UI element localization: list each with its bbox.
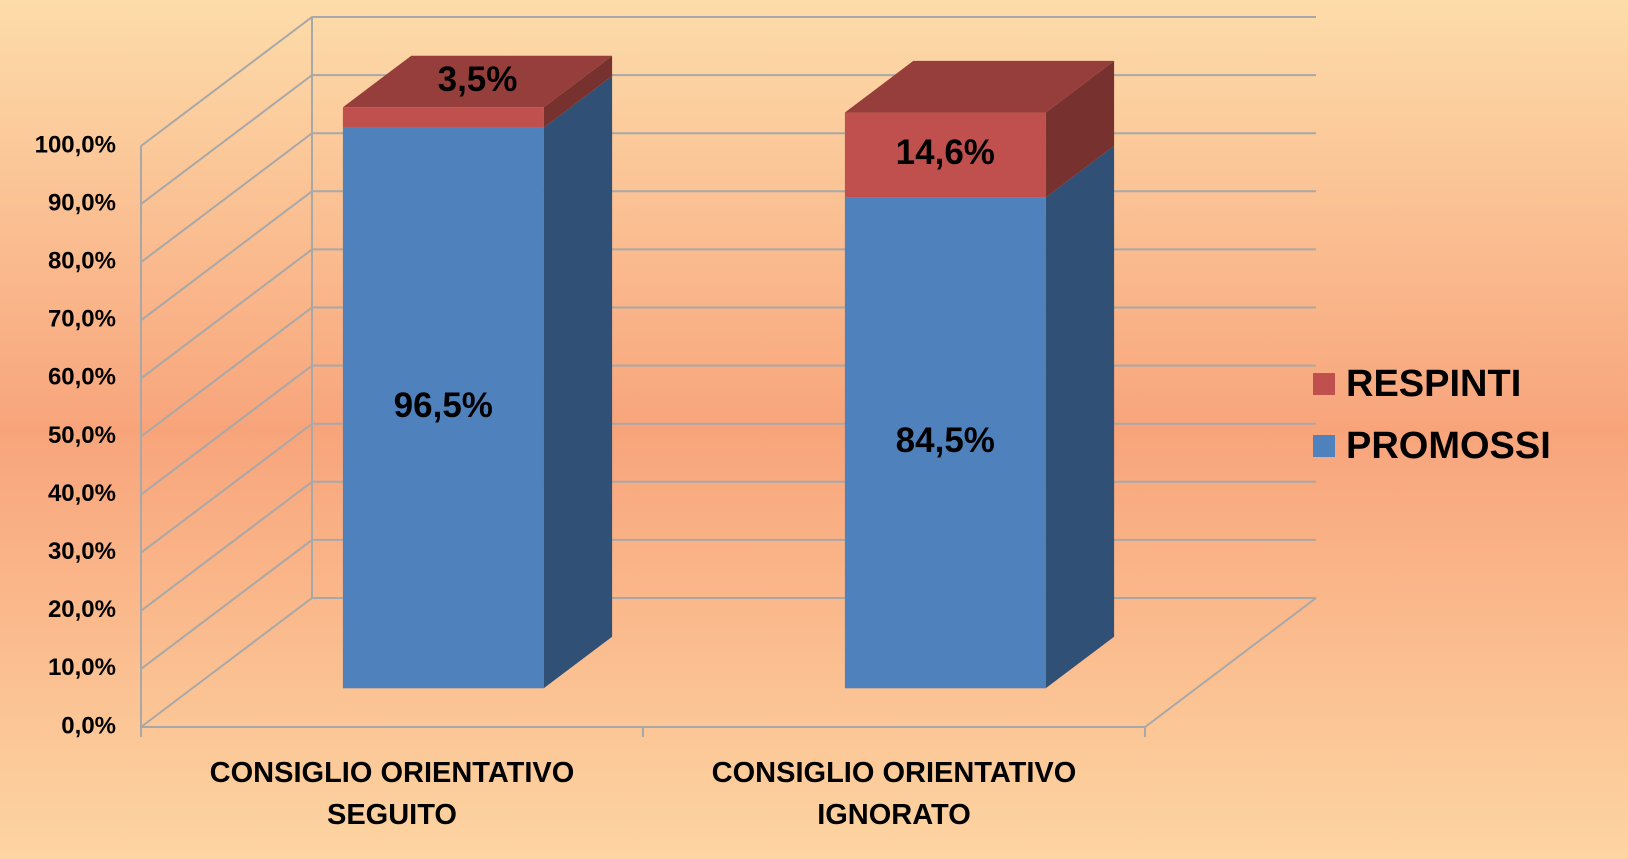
bar-top [844,60,1115,113]
y-tick-label: 20,0% [48,596,116,623]
y-tick-label: 80,0% [48,248,116,275]
bar-side [1045,145,1115,689]
bar-side [1045,60,1115,198]
y-tick-label: 30,0% [48,538,116,565]
y-tick-label: 60,0% [48,364,116,391]
legend-label: RESPINTI [1346,363,1521,405]
y-tick-label: 40,0% [48,480,116,507]
y-tick-label: 100,0% [35,131,116,158]
bar [844,197,1046,689]
legend-swatch [1313,435,1335,457]
x-tick-label: CONSIGLIO ORIENTATIVO IGNORATO [712,757,1077,831]
y-tick-label: 70,0% [48,306,116,333]
grid-line [140,16,1316,147]
bar [342,127,544,689]
bar-side [543,76,613,689]
bar-side [543,55,613,128]
data-label: 84,5% [896,421,995,460]
bar [844,112,1046,198]
y-tick-label: 10,0% [48,654,116,681]
legend-label: PROMOSSI [1346,425,1551,467]
y-tick-label: 90,0% [48,189,116,216]
data-label: 14,6% [896,133,995,172]
y-tick-label: 0,0% [61,712,116,739]
y-tick-label: 50,0% [48,422,116,449]
data-label: 3,5% [438,60,518,99]
data-label: 96,5% [394,386,493,425]
x-tick-label: CONSIGLIO ORIENTATIVO SEGUITO [210,757,575,831]
bar [342,107,544,128]
legend-swatch [1313,373,1335,395]
bar-top [342,55,613,108]
